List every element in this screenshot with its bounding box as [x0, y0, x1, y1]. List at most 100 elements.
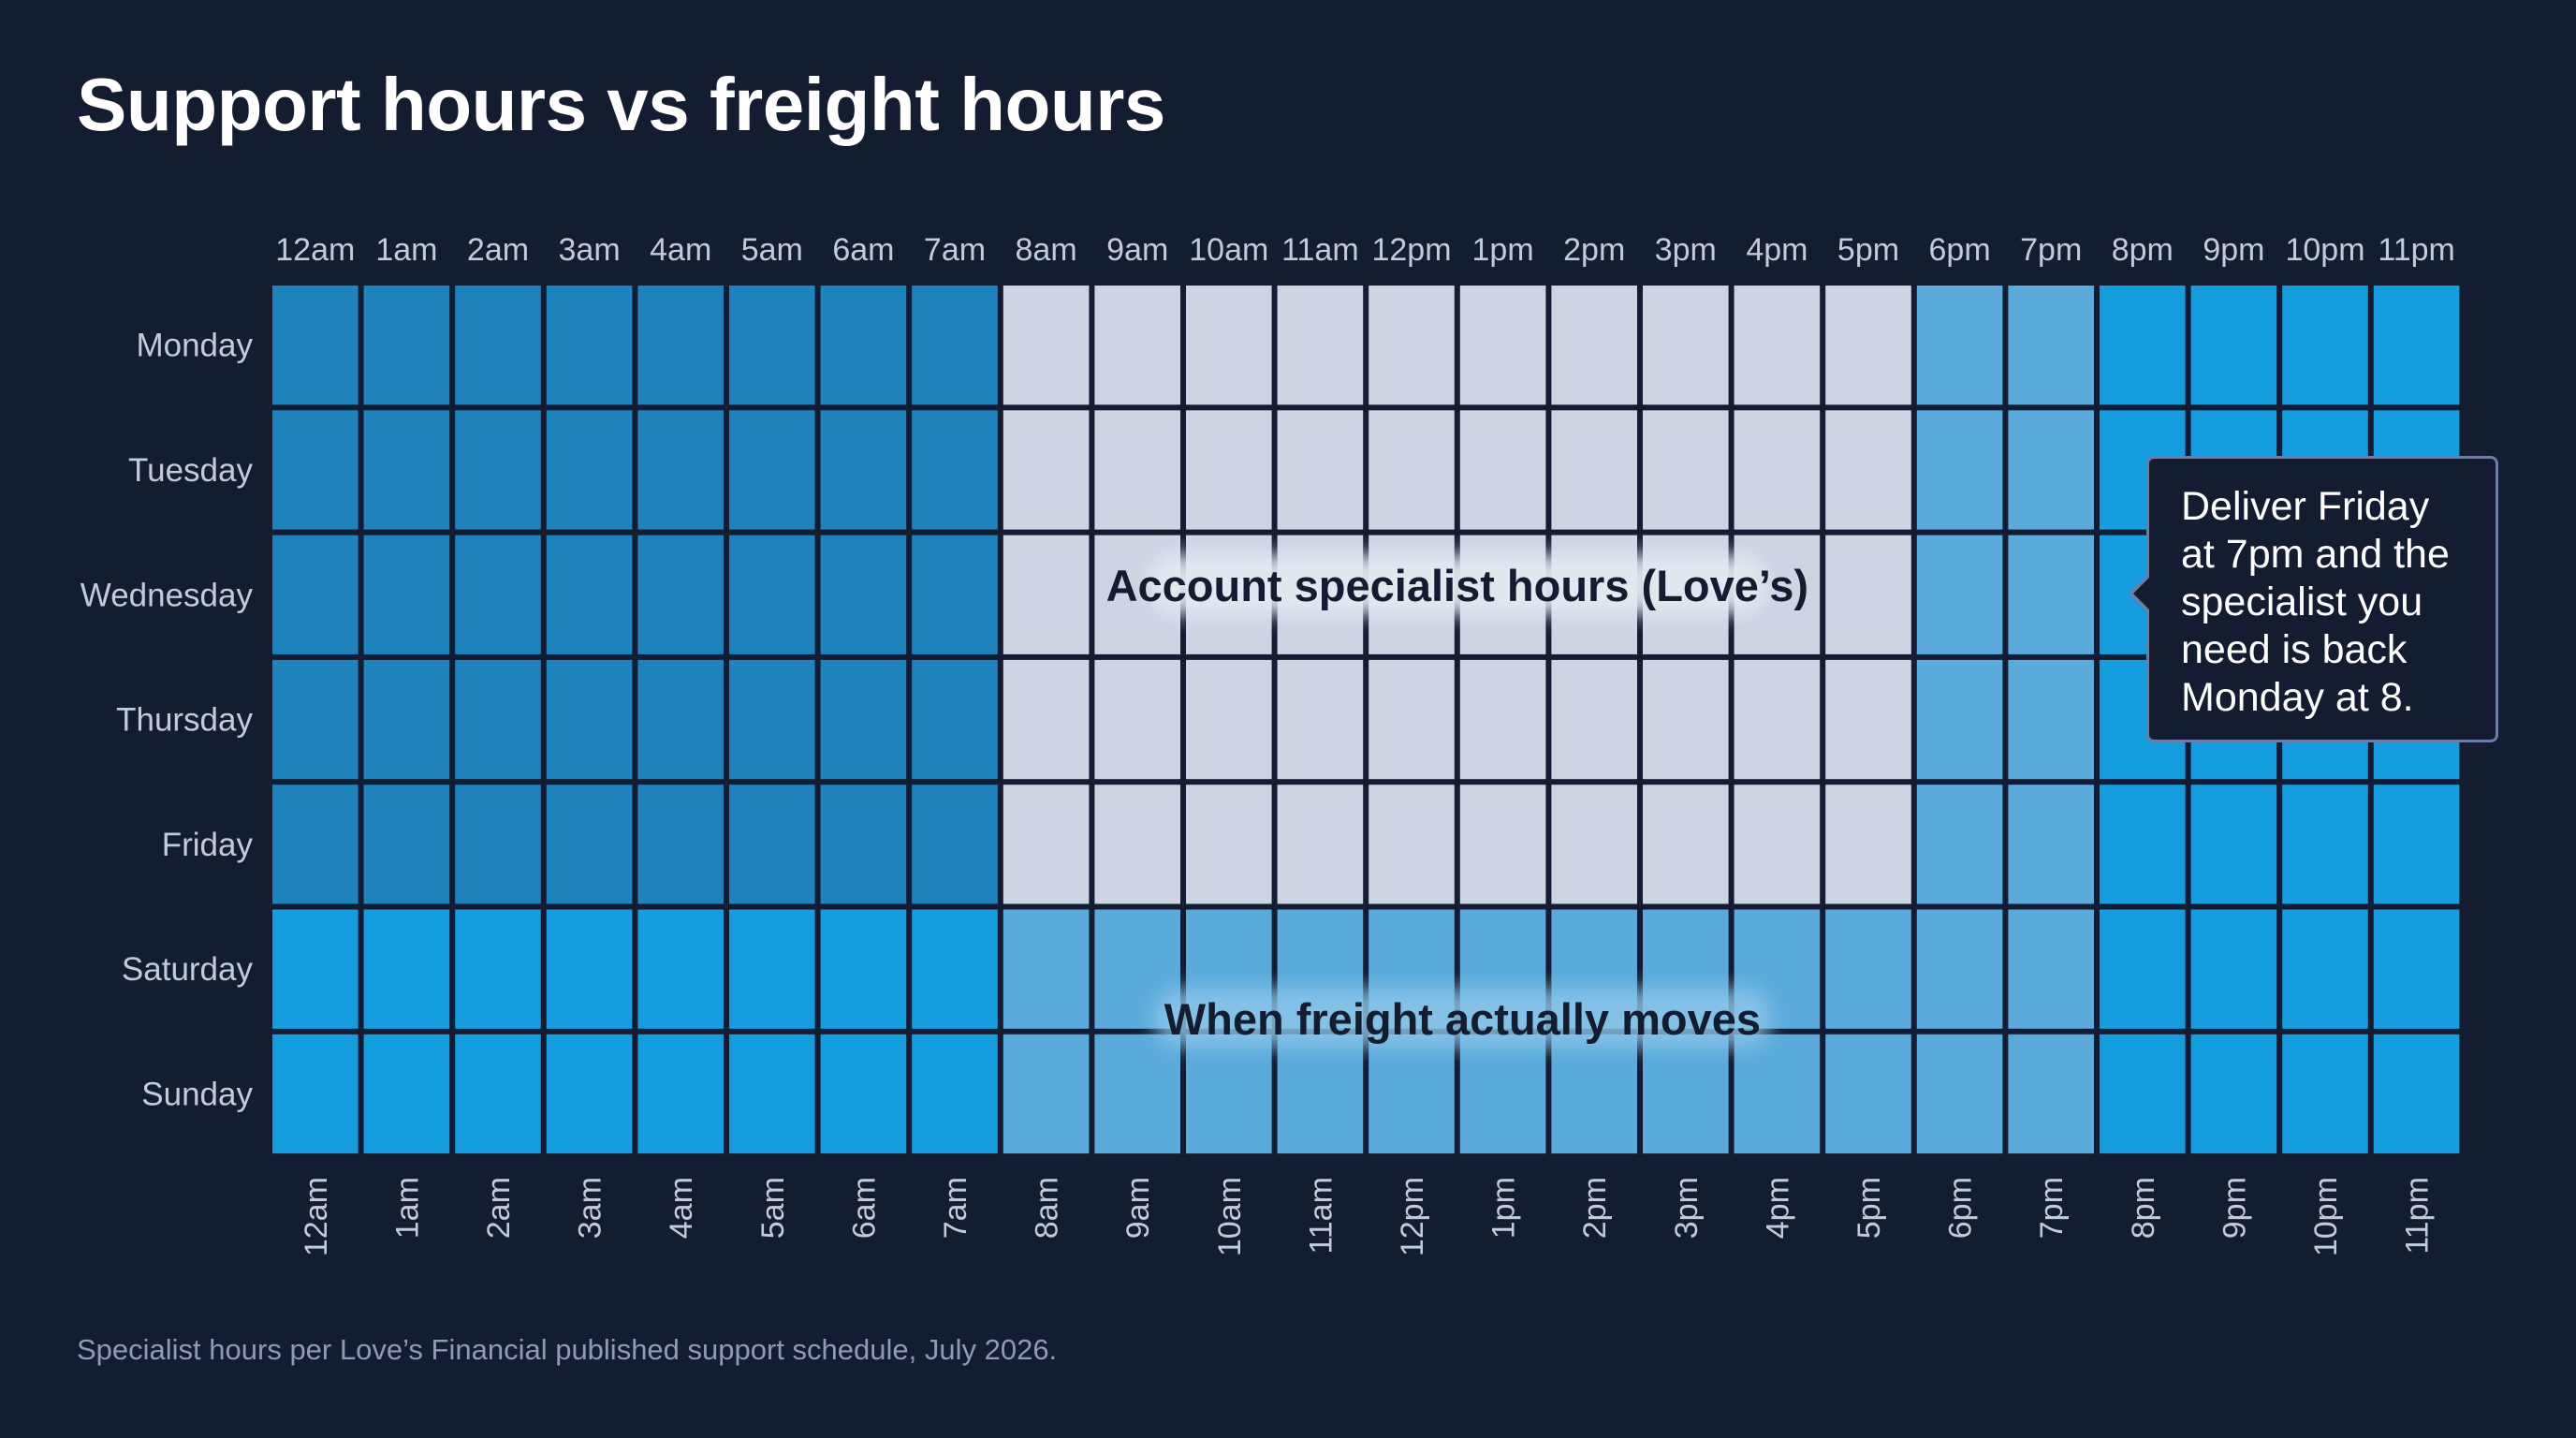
column-label-top: 10pm — [2285, 232, 2364, 268]
heatmap-cell — [363, 535, 450, 654]
heatmap-cell — [1094, 1034, 1180, 1154]
column-label-bottom: 11pm — [2400, 1177, 2436, 1255]
heatmap-cell — [820, 909, 907, 1029]
heatmap-cell — [1643, 785, 1729, 904]
heatmap-cell — [1916, 909, 2003, 1029]
heatmap-cell — [1277, 1034, 1364, 1154]
heatmap-cell — [363, 410, 450, 530]
heatmap-cell — [912, 410, 998, 530]
heatmap-cell — [2282, 286, 2368, 405]
heatmap-cell — [912, 785, 998, 904]
heatmap-cell — [2008, 410, 2094, 530]
heatmap-cell — [2282, 909, 2368, 1029]
heatmap-cell — [1094, 785, 1180, 904]
column-label-top: 2pm — [1563, 232, 1625, 268]
heatmap-cell — [1734, 1034, 1821, 1154]
column-label-top: 10am — [1189, 232, 1268, 268]
heatmap-cell — [1003, 286, 1090, 405]
heatmap-cell — [1186, 785, 1272, 904]
heatmap-cell — [1368, 286, 1455, 405]
row-label: Sunday — [141, 1077, 253, 1113]
heatmap-cell — [637, 535, 724, 654]
heatmap-cell — [1825, 785, 1911, 904]
column-label-top: 7pm — [2020, 232, 2082, 268]
column-labels-bottom: 12am 1am 2am 3am 4am 5am 6am 7am 8am 9am 10am 11am 1… — [299, 1177, 2436, 1256]
column-label-top: 6pm — [1929, 232, 1991, 268]
heatmap-cell — [1551, 286, 1637, 405]
row-label: Friday — [162, 827, 254, 863]
row-label: Thursday — [116, 702, 253, 739]
column-label-bottom: 6am — [846, 1177, 882, 1239]
callout-line: need is back — [2181, 627, 2408, 672]
heatmap-cell — [1551, 1034, 1637, 1154]
heatmap-cell — [2008, 1034, 2094, 1154]
column-label-bottom: 4am — [664, 1177, 699, 1239]
heatmap-cell — [272, 659, 359, 780]
heatmap-cell — [1825, 535, 1911, 654]
heatmap-cell — [1916, 535, 2003, 654]
column-label-bottom: 5pm — [1852, 1177, 1887, 1239]
heatmap-cell — [2008, 659, 2094, 780]
heatmap-cell — [546, 659, 633, 780]
heatmap-cell — [1551, 410, 1637, 530]
callout-pointer-inner — [2133, 577, 2150, 610]
annotations: Account specialist hours (Love’s) When fr… — [1106, 554, 1808, 1048]
footnote: Specialist hours per Love’s Financial pu… — [77, 1333, 1058, 1366]
heatmap-cell — [729, 535, 815, 654]
column-label-bottom: 12am — [299, 1177, 334, 1256]
column-label-top: 12pm — [1371, 232, 1451, 268]
heatmap-cell — [820, 286, 907, 405]
column-label-bottom: 1am — [389, 1177, 425, 1239]
heatmap-cell — [1277, 410, 1364, 530]
heatmap-cell — [1003, 535, 1090, 654]
column-label-top: 2am — [467, 232, 529, 268]
heatmap-cell — [820, 659, 907, 780]
heatmap-cell — [272, 785, 359, 904]
heatmap-cell — [1643, 286, 1729, 405]
heatmap-cell — [1459, 785, 1546, 904]
heatmap-cell — [363, 1034, 450, 1154]
heatmap-cell — [546, 410, 633, 530]
heatmap-cell — [2008, 909, 2094, 1029]
heatmap-cell — [820, 535, 907, 654]
callout-line: Deliver Friday — [2181, 484, 2430, 529]
row-label: Monday — [136, 328, 253, 364]
heatmap-cell — [1459, 659, 1546, 780]
heatmap-cell — [2100, 909, 2186, 1029]
callout-box: Deliver Friday at 7pm and the specialist… — [2129, 456, 2498, 742]
heatmap-cell — [363, 909, 450, 1029]
heatmap-cell — [455, 410, 541, 530]
heatmap-cell — [729, 909, 815, 1029]
heatmap-cell — [1825, 410, 1911, 530]
column-label-bottom: 1pm — [1486, 1177, 1522, 1239]
heatmap-cell — [1368, 410, 1455, 530]
heatmap-cell — [546, 909, 633, 1029]
page-title: Support hours vs freight hours — [77, 63, 1165, 146]
column-label-bottom: 5am — [755, 1177, 791, 1239]
heatmap-cell — [1734, 785, 1821, 904]
heatmap-cell — [1368, 1034, 1455, 1154]
column-label-top: 8am — [1016, 232, 1077, 268]
column-label-top: 12am — [275, 232, 355, 268]
column-label-top: 5pm — [1837, 232, 1899, 268]
column-label-bottom: 10am — [1212, 1177, 1248, 1256]
heatmap-cell — [1368, 659, 1455, 780]
heatmap-cell — [820, 1034, 907, 1154]
heatmap-cell — [363, 659, 450, 780]
heatmap-cell — [1916, 1034, 2003, 1154]
heatmap-cell — [729, 1034, 815, 1154]
heatmap-cell — [1094, 410, 1180, 530]
column-label-top: 4am — [650, 232, 711, 268]
heatmap-cell — [1916, 659, 2003, 780]
heatmap-cell — [455, 535, 541, 654]
heatmap-cell — [2190, 286, 2277, 405]
heatmap-cell — [820, 410, 907, 530]
heatmap-cell — [1825, 286, 1911, 405]
column-label-bottom: 8am — [1030, 1177, 1065, 1239]
heatmap-cell — [272, 909, 359, 1029]
heatmap-cell — [1094, 286, 1180, 405]
heatmap-cell — [1003, 659, 1090, 780]
heatmap-cell — [546, 286, 633, 405]
heatmap-cell — [1551, 785, 1637, 904]
